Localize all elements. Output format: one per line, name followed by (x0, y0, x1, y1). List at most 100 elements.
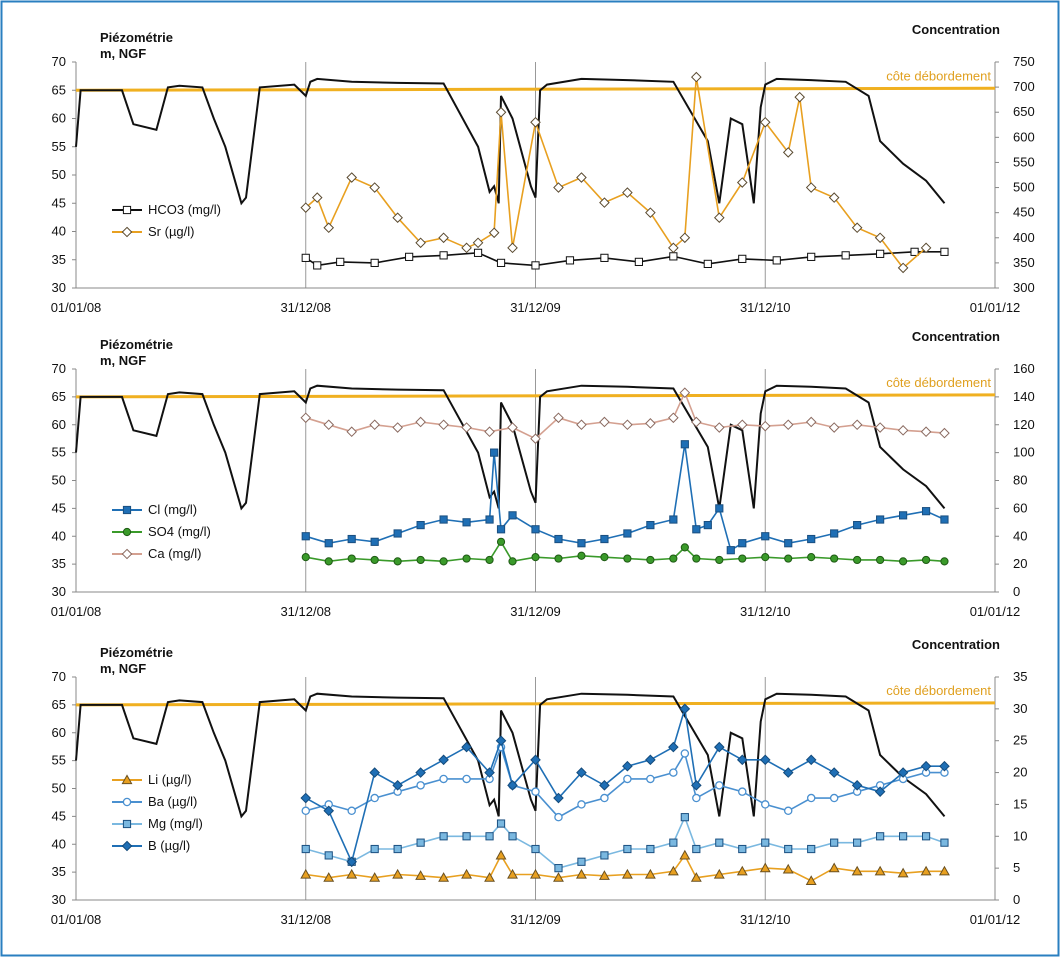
y-right-tick: 140 (1013, 389, 1035, 404)
data-point (772, 256, 781, 265)
series-cl (301, 440, 949, 555)
data-point (761, 800, 770, 809)
data-point (738, 844, 747, 854)
y-left-label-line2: m, NGF (100, 353, 146, 368)
x-tick-label: 01/01/12 (970, 912, 1021, 927)
data-point (577, 539, 586, 548)
y-left-tick: 70 (52, 54, 66, 69)
y-right-tick: 120 (1013, 417, 1035, 432)
data-point (301, 806, 310, 816)
data-point (646, 521, 655, 530)
data-point (439, 832, 448, 841)
y-left-tick: 45 (52, 195, 66, 210)
data-point (680, 440, 689, 449)
data-point (874, 786, 886, 797)
data-point (600, 553, 609, 562)
data-point (715, 555, 724, 565)
data-point (897, 425, 909, 436)
data-point (680, 543, 689, 552)
data-point (761, 532, 770, 541)
data-point (829, 793, 839, 803)
data-point (807, 553, 816, 562)
data-point (897, 867, 909, 878)
series-line (305, 390, 945, 440)
data-point (910, 247, 919, 256)
data-point (828, 767, 840, 778)
data-point (668, 412, 679, 424)
data-point (851, 222, 863, 234)
data-point (576, 419, 587, 431)
data-point (680, 813, 689, 822)
data-point (439, 515, 448, 524)
data-point (323, 222, 335, 234)
piezometry-line (75, 77, 946, 206)
y-right-tick: 30 (1013, 701, 1027, 716)
data-point (495, 849, 507, 860)
data-point (876, 515, 885, 524)
data-point (805, 416, 817, 428)
data-point (874, 865, 886, 876)
data-point (438, 419, 449, 431)
data-point (679, 849, 691, 860)
data-point (577, 857, 586, 866)
data-point (461, 242, 472, 254)
legend: HCO3 (mg/l) Sr (µg/l) (112, 202, 221, 239)
y-right-tick: 700 (1013, 79, 1035, 94)
series-line (305, 76, 927, 270)
y-left-tick: 70 (52, 361, 66, 376)
data-point (554, 534, 563, 544)
data-point (565, 256, 575, 265)
data-point (553, 872, 564, 882)
data-point (507, 422, 518, 433)
data-point (461, 741, 472, 753)
y-left-tick: 30 (52, 584, 66, 599)
data-point (370, 258, 379, 267)
data-point (623, 844, 632, 854)
legend-marker (121, 774, 133, 785)
data-point (300, 412, 312, 424)
series-mg (301, 813, 949, 873)
data-point (634, 257, 643, 266)
x-tick-label: 31/12/08 (280, 300, 331, 315)
data-point (851, 865, 863, 876)
data-point (761, 553, 770, 562)
data-point (530, 116, 541, 128)
x-tick-label: 01/01/08 (51, 604, 102, 619)
data-point (645, 207, 656, 218)
data-point (485, 832, 494, 841)
y-right-label: Concentration (912, 329, 1000, 344)
data-point (553, 792, 564, 804)
data-point (461, 868, 473, 879)
data-point (692, 525, 701, 534)
data-point (841, 251, 850, 260)
data-point (393, 844, 402, 854)
data-point (920, 242, 932, 254)
y-right-label: Concentration (912, 637, 1000, 652)
data-point (415, 237, 426, 249)
x-tick-label: 31/12/08 (280, 912, 331, 927)
y-left-label-line2: m, NGF (100, 46, 146, 61)
y-left-tick: 50 (52, 781, 66, 796)
y-left-tick: 55 (52, 753, 66, 768)
data-point (370, 537, 379, 546)
data-point (554, 812, 563, 822)
data-point (553, 182, 564, 193)
y-right-tick: 400 (1013, 230, 1035, 245)
data-point (645, 754, 656, 766)
data-point (830, 529, 839, 538)
y-left-tick: 35 (52, 252, 66, 267)
x-tick-label: 31/12/09 (510, 300, 561, 315)
data-point (577, 800, 586, 809)
data-point (416, 521, 425, 530)
data-point (462, 518, 471, 527)
legend-marker (122, 819, 132, 829)
y-right-tick: 500 (1013, 180, 1035, 195)
data-point (495, 106, 507, 118)
data-point (369, 419, 380, 431)
data-point (940, 247, 949, 256)
y-right-tick: 40 (1013, 528, 1027, 543)
y-left-tick: 40 (52, 528, 66, 543)
data-point (646, 844, 655, 854)
data-point (622, 419, 633, 431)
